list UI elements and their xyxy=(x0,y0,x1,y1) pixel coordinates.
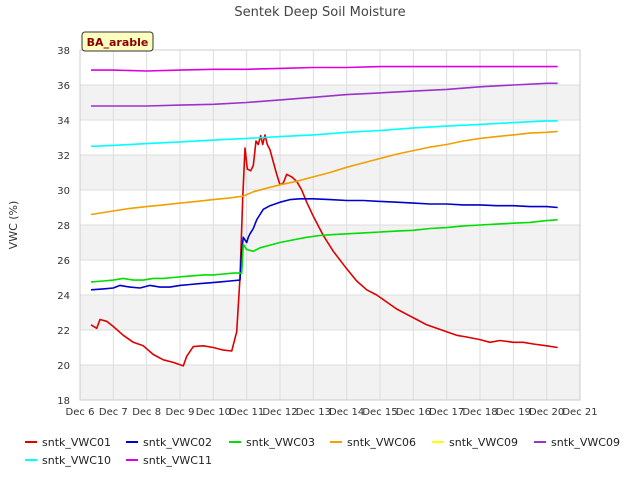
legend-item: sntk_VWC09 xyxy=(534,436,620,449)
legend-item: sntk_VWC10 xyxy=(25,454,111,467)
y-tick-label: 32 xyxy=(57,151,70,162)
legend-label: sntk_VWC09 xyxy=(551,436,620,449)
x-tick-label: Dec 12 xyxy=(262,407,297,418)
x-tick-label: Dec 10 xyxy=(196,407,231,418)
y-tick-label: 38 xyxy=(57,46,70,57)
legend-item: sntk_VWC01 xyxy=(25,436,111,449)
y-tick-label: 28 xyxy=(57,221,70,232)
series-line-sntk-vwc02 xyxy=(90,198,558,291)
x-tick-label: Dec 15 xyxy=(362,407,397,418)
y-axis: 18 20 22 24 26 28 30 32 34 36 38 xyxy=(57,46,70,407)
plot-band xyxy=(80,85,580,120)
y-tick-label: 18 xyxy=(57,396,70,407)
legend-label: sntk_VWC02 xyxy=(143,436,212,449)
x-tick-label: Dec 16 xyxy=(396,407,431,418)
legend-label: sntk_VWC01 xyxy=(42,436,111,449)
legend-label: sntk_VWC03 xyxy=(246,436,315,449)
x-tick-label: Dec 7 xyxy=(99,407,128,418)
legend-item: sntk_VWC02 xyxy=(126,436,212,449)
y-tick-label: 22 xyxy=(57,326,70,337)
legend-item: sntk_VWC03 xyxy=(229,436,315,449)
x-tick-label: Dec 8 xyxy=(132,407,161,418)
plot-band xyxy=(80,225,580,260)
y-tick-label: 24 xyxy=(57,291,70,302)
plot-band xyxy=(80,295,580,330)
series-lines xyxy=(90,65,558,367)
plot-frame xyxy=(79,49,581,401)
x-tick-label: Dec 6 xyxy=(66,407,95,418)
y-tick-label: 20 xyxy=(57,361,70,372)
y-axis-label: VWC (%) xyxy=(7,201,20,250)
series-line-sntk-vwc01 xyxy=(90,134,558,367)
legend-item: sntk_VWC09 xyxy=(432,436,518,449)
x-tick-label: Dec 18 xyxy=(462,407,497,418)
y-tick-label: 34 xyxy=(57,116,70,127)
legend-label: sntk_VWC09 xyxy=(449,436,518,449)
x-tick-label: Dec 13 xyxy=(296,407,331,418)
site-badge-label: BA_arable xyxy=(87,36,149,49)
site-badge-box xyxy=(81,31,154,52)
x-tick-label: Dec 9 xyxy=(166,407,195,418)
series-line-sntk-vwc11 xyxy=(91,65,558,72)
chart-title: Sentek Deep Soil Moisture xyxy=(234,5,405,20)
x-tick-label: Dec 20 xyxy=(529,407,564,418)
x-tick-label: Dec 14 xyxy=(329,407,364,418)
legend-label: sntk_VWC10 xyxy=(42,454,111,467)
y-tick-label: 26 xyxy=(57,256,70,267)
y-tick-label: 36 xyxy=(57,81,70,92)
x-tick-label: Dec 19 xyxy=(496,407,531,418)
y-tick-label: 30 xyxy=(57,186,70,197)
site-badge: BA_arable xyxy=(81,31,154,52)
plot-bands xyxy=(80,85,580,400)
legend-item: sntk_VWC11 xyxy=(126,454,212,467)
legend-item: sntk_VWC06 xyxy=(330,436,416,449)
legend: sntk_VWC01 sntk_VWC02 sntk_VWC03 sntk_VWC06… xyxy=(25,436,620,467)
x-tick-label: Dec 17 xyxy=(429,407,464,418)
series-line-sntk-vwc10 xyxy=(90,120,558,148)
series-line-sntk-vwc03 xyxy=(90,219,558,283)
series-line-sntk-vwc06 xyxy=(90,130,558,216)
x-tick-label: Dec 21 xyxy=(562,407,597,418)
x-tick-label: Dec 11 xyxy=(229,407,264,418)
plot-band xyxy=(80,365,580,400)
legend-label: sntk_VWC06 xyxy=(347,436,416,449)
series-line-sntk-vwc09 xyxy=(91,82,558,107)
legend-label: sntk_VWC11 xyxy=(143,454,212,467)
